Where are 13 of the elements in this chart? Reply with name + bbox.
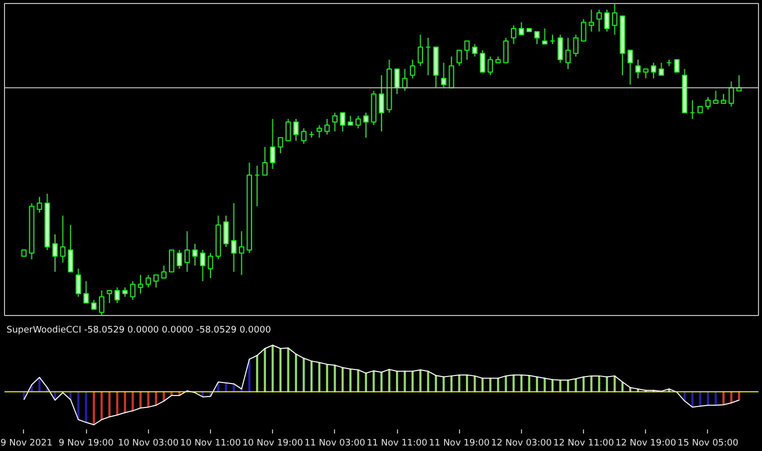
x-tick-label: 9 Nov 19:00	[58, 438, 114, 448]
x-tick-label: 11 Nov 19:00	[428, 438, 490, 448]
x-tick-label: 11 Nov 11:00	[366, 438, 428, 448]
chart-title: SuperWoodieCCI -58.0529 0.0000 0.0000 -58.0529 0.0000	[6, 326, 272, 336]
x-tick-label: 10 Nov 03:00	[118, 438, 179, 448]
x-tick-label: 12 Nov 11:00	[553, 438, 614, 448]
x-tick-label: 11 Nov 03:00	[304, 438, 366, 448]
x-tick-label: 10 Nov 11:00	[180, 438, 242, 448]
x-tick-label: 15 Nov 05:00	[678, 438, 739, 448]
x-tick-label: 12 Nov 19:00	[615, 438, 676, 448]
x-tick-label: 12 Nov 03:00	[491, 438, 552, 448]
x-tick-label: 10 Nov 19:00	[242, 438, 304, 448]
x-tick-label: 9 Nov 2021	[0, 438, 52, 448]
